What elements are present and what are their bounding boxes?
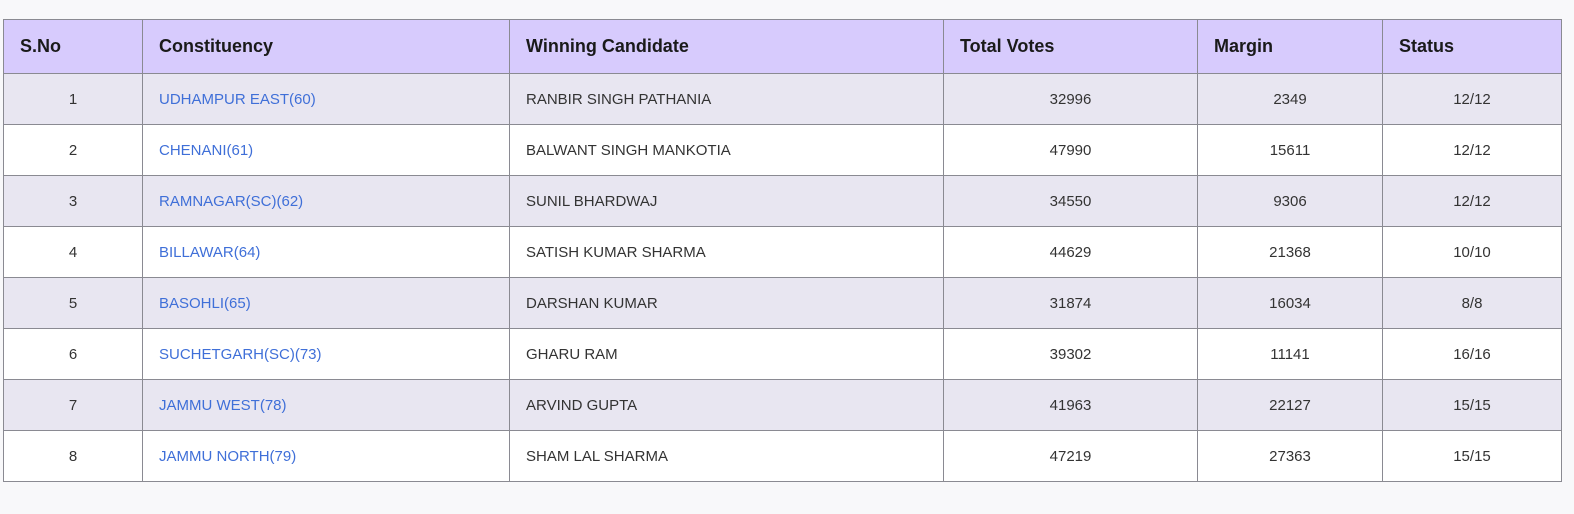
header-total-votes: Total Votes: [943, 19, 1198, 74]
cell-total-votes: 32996: [943, 73, 1198, 125]
constituency-link[interactable]: CHENANI(61): [159, 141, 254, 159]
cell-status: 12/12: [1382, 124, 1562, 176]
cell-candidate: SATISH KUMAR SHARMA: [509, 226, 944, 278]
cell-candidate: SHAM LAL SHARMA: [509, 430, 944, 482]
cell-total-votes: 31874: [943, 277, 1198, 329]
constituency-link[interactable]: SUCHETGARH(SC)(73): [159, 345, 322, 363]
cell-candidate: SUNIL BHARDWAJ: [509, 175, 944, 227]
table-row: 7 JAMMU WEST(78) ARVIND GUPTA 41963 2212…: [3, 379, 1562, 431]
cell-total-votes: 34550: [943, 175, 1198, 227]
cell-status: 10/10: [1382, 226, 1562, 278]
cell-total-votes: 41963: [943, 379, 1198, 431]
constituency-link[interactable]: BILLAWAR(64): [159, 243, 261, 261]
cell-margin: 2349: [1197, 73, 1383, 125]
cell-total-votes: 47219: [943, 430, 1198, 482]
constituency-link[interactable]: UDHAMPUR EAST(60): [159, 90, 316, 108]
header-status: Status: [1382, 19, 1562, 74]
table-header: S.No Constituency Winning Candidate Tota…: [3, 19, 1562, 74]
cell-sno: 2: [3, 124, 143, 176]
table-row: 4 BILLAWAR(64) SATISH KUMAR SHARMA 44629…: [3, 226, 1562, 278]
cell-constituency: JAMMU WEST(78): [142, 379, 510, 431]
cell-margin: 22127: [1197, 379, 1383, 431]
table-row: 5 BASOHLI(65) DARSHAN KUMAR 31874 16034 …: [3, 277, 1562, 329]
cell-sno: 8: [3, 430, 143, 482]
cell-candidate: GHARU RAM: [509, 328, 944, 380]
cell-constituency: UDHAMPUR EAST(60): [142, 73, 510, 125]
cell-total-votes: 44629: [943, 226, 1198, 278]
cell-candidate: BALWANT SINGH MANKOTIA: [509, 124, 944, 176]
cell-margin: 27363: [1197, 430, 1383, 482]
cell-constituency: CHENANI(61): [142, 124, 510, 176]
cell-status: 16/16: [1382, 328, 1562, 380]
cell-sno: 4: [3, 226, 143, 278]
cell-sno: 1: [3, 73, 143, 125]
cell-constituency: BILLAWAR(64): [142, 226, 510, 278]
results-table: S.No Constituency Winning Candidate Tota…: [3, 19, 1562, 482]
table-row: 1 UDHAMPUR EAST(60) RANBIR SINGH PATHANI…: [3, 73, 1562, 125]
cell-total-votes: 39302: [943, 328, 1198, 380]
cell-constituency: RAMNAGAR(SC)(62): [142, 175, 510, 227]
cell-candidate: ARVIND GUPTA: [509, 379, 944, 431]
constituency-link[interactable]: RAMNAGAR(SC)(62): [159, 192, 304, 210]
cell-candidate: DARSHAN KUMAR: [509, 277, 944, 329]
cell-status: 15/15: [1382, 430, 1562, 482]
table-row: 6 SUCHETGARH(SC)(73) GHARU RAM 39302 111…: [3, 328, 1562, 380]
header-row: S.No Constituency Winning Candidate Tota…: [3, 19, 1562, 74]
header-margin: Margin: [1197, 19, 1383, 74]
cell-constituency: BASOHLI(65): [142, 277, 510, 329]
cell-status: 15/15: [1382, 379, 1562, 431]
table-row: 2 CHENANI(61) BALWANT SINGH MANKOTIA 479…: [3, 124, 1562, 176]
table-row: 3 RAMNAGAR(SC)(62) SUNIL BHARDWAJ 34550 …: [3, 175, 1562, 227]
cell-constituency: JAMMU NORTH(79): [142, 430, 510, 482]
header-constituency: Constituency: [142, 19, 510, 74]
cell-sno: 5: [3, 277, 143, 329]
table-body: 1 UDHAMPUR EAST(60) RANBIR SINGH PATHANI…: [3, 73, 1562, 482]
results-table-container: S.No Constituency Winning Candidate Tota…: [3, 19, 1562, 482]
cell-margin: 11141: [1197, 328, 1383, 380]
cell-sno: 3: [3, 175, 143, 227]
constituency-link[interactable]: JAMMU NORTH(79): [159, 447, 297, 465]
cell-margin: 15611: [1197, 124, 1383, 176]
header-winning-candidate: Winning Candidate: [509, 19, 944, 74]
cell-margin: 16034: [1197, 277, 1383, 329]
table-row: 8 JAMMU NORTH(79) SHAM LAL SHARMA 47219 …: [3, 430, 1562, 482]
cell-margin: 21368: [1197, 226, 1383, 278]
cell-margin: 9306: [1197, 175, 1383, 227]
cell-constituency: SUCHETGARH(SC)(73): [142, 328, 510, 380]
constituency-link[interactable]: BASOHLI(65): [159, 294, 251, 312]
cell-sno: 7: [3, 379, 143, 431]
cell-total-votes: 47990: [943, 124, 1198, 176]
header-sno: S.No: [3, 19, 143, 74]
cell-status: 12/12: [1382, 73, 1562, 125]
cell-candidate: RANBIR SINGH PATHANIA: [509, 73, 944, 125]
cell-status: 8/8: [1382, 277, 1562, 329]
constituency-link[interactable]: JAMMU WEST(78): [159, 396, 287, 414]
cell-sno: 6: [3, 328, 143, 380]
cell-status: 12/12: [1382, 175, 1562, 227]
